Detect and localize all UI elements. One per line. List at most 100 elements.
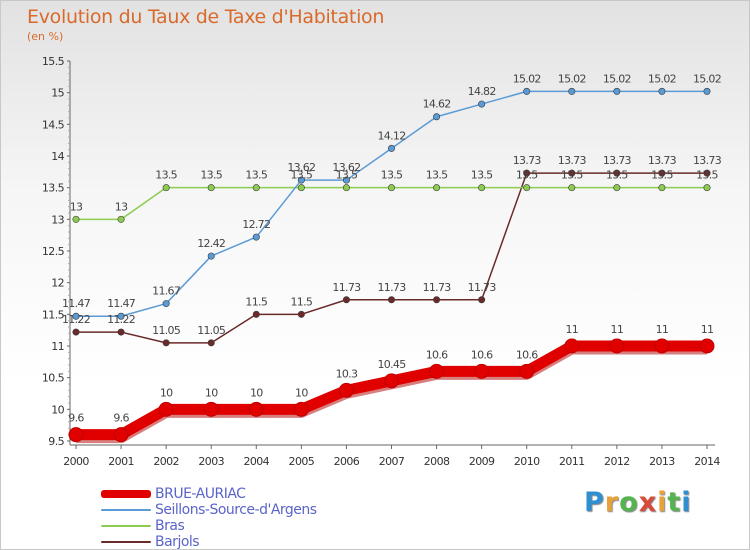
y-tick-label: 10.5 — [42, 372, 65, 385]
data-point — [342, 184, 350, 192]
logo-letter: i — [681, 487, 692, 518]
data-point — [207, 339, 215, 347]
data-point — [658, 169, 666, 177]
data-point — [609, 338, 625, 354]
data-label: 14.82 — [468, 85, 496, 98]
data-label: 11.5 — [245, 295, 267, 308]
x-tick-label: 2009 — [469, 455, 495, 468]
data-label: 11.5 — [291, 295, 313, 308]
data-label: 13.5 — [155, 169, 177, 182]
legend-label: Seillons-Source-d'Argens — [155, 502, 317, 518]
legend-swatch — [101, 490, 151, 498]
data-label: 15.02 — [648, 72, 676, 85]
logo-letter: i — [657, 487, 668, 518]
data-point — [703, 184, 711, 192]
legend-label: Bras — [155, 518, 185, 534]
x-tick-label: 2002 — [153, 455, 179, 468]
data-point — [68, 427, 84, 443]
data-point — [252, 310, 260, 318]
data-point — [384, 373, 399, 389]
data-point — [387, 296, 395, 304]
data-label: 13.5 — [561, 169, 583, 182]
x-tick-label: 2014 — [694, 455, 720, 468]
data-point — [519, 363, 535, 379]
data-label: 11.73 — [378, 281, 407, 294]
data-label: 13.62 — [332, 161, 360, 174]
data-label: 11.73 — [423, 281, 452, 294]
data-point — [433, 113, 441, 121]
data-point — [162, 339, 170, 347]
data-point — [658, 87, 666, 95]
data-label: 13.5 — [291, 169, 313, 182]
data-label: 10.6 — [471, 348, 493, 361]
data-point — [613, 169, 621, 177]
chart-legend: BRUE-AURIAC Seillons-Source-d'Argens Bras B… — [101, 486, 317, 550]
data-point — [703, 87, 711, 95]
data-label: 11.22 — [107, 313, 135, 326]
data-label: 13.5 — [426, 169, 448, 182]
data-point — [658, 184, 666, 192]
data-label: 13.5 — [200, 169, 222, 182]
data-label: 10.6 — [516, 348, 538, 361]
data-point — [117, 215, 125, 223]
data-label: 13 — [115, 200, 128, 213]
data-label: 10 — [205, 386, 218, 399]
y-tick-label: 14.5 — [42, 118, 65, 131]
data-point — [207, 184, 215, 192]
data-point — [203, 401, 219, 417]
data-label: 10 — [160, 386, 173, 399]
data-label: 14.12 — [378, 129, 406, 142]
data-point — [523, 184, 531, 192]
data-point — [252, 233, 260, 241]
data-label: 11 — [565, 323, 578, 336]
data-label: 13.62 — [287, 161, 315, 174]
data-point — [613, 87, 621, 95]
proxiti-logo: Proxiti — [584, 487, 692, 518]
data-label: 13.5 — [245, 169, 267, 182]
data-point — [297, 176, 305, 184]
y-tick-label: 14 — [51, 150, 64, 163]
data-label: 13.5 — [381, 169, 403, 182]
data-label: 11 — [701, 323, 714, 336]
data-label: 15.02 — [693, 72, 721, 85]
data-point — [117, 312, 125, 320]
chart-unit: (en %) — [27, 30, 64, 43]
data-point — [72, 328, 80, 336]
y-tick-label: 12 — [51, 277, 64, 290]
legend-label: BRUE-AURIAC — [155, 486, 246, 502]
data-point — [387, 184, 395, 192]
data-label: 10.6 — [426, 348, 448, 361]
data-label: 9.6 — [68, 412, 84, 425]
data-point — [699, 338, 715, 354]
x-tick-label: 2007 — [379, 455, 405, 468]
x-tick-label: 2013 — [649, 455, 675, 468]
y-tick-label: 9.5 — [48, 435, 64, 448]
data-point — [207, 252, 215, 260]
data-label: 10 — [250, 386, 263, 399]
logo-letter: t — [667, 487, 682, 518]
data-point — [297, 310, 305, 318]
x-tick-label: 2011 — [559, 455, 585, 468]
data-point — [478, 100, 486, 108]
x-tick-label: 2001 — [108, 455, 134, 468]
data-point — [162, 300, 170, 308]
data-point — [478, 184, 486, 192]
data-label: 13 — [70, 200, 83, 213]
legend-item: Seillons-Source-d'Argens — [101, 502, 317, 518]
data-label: 11.67 — [152, 285, 181, 298]
x-tick-label: 2008 — [424, 455, 450, 468]
y-tick-label: 11.5 — [42, 308, 65, 321]
x-tick-label: 2004 — [243, 455, 269, 468]
legend-swatch — [101, 509, 151, 511]
data-label: 13.5 — [471, 169, 493, 182]
y-tick-label: 12.5 — [42, 245, 65, 258]
data-point — [342, 296, 350, 304]
data-label: 12.72 — [242, 218, 270, 231]
data-point — [113, 427, 129, 443]
data-point — [433, 184, 441, 192]
logo-letter: x — [638, 487, 658, 518]
data-point — [478, 296, 486, 304]
data-point — [429, 363, 445, 379]
data-point — [293, 401, 309, 417]
